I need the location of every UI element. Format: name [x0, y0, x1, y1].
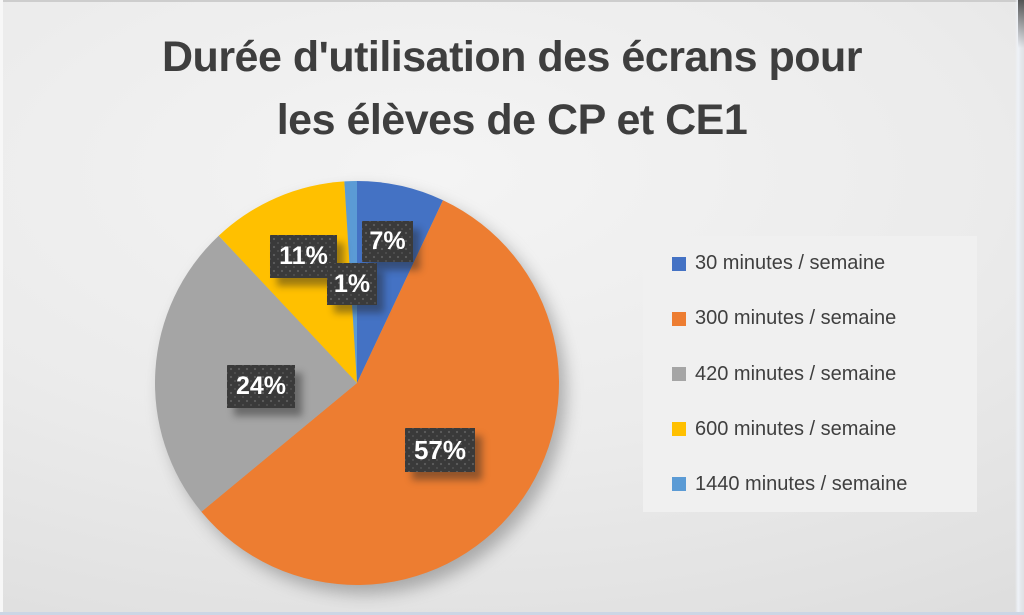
legend-item-1440min: 1440 minutes / semaine: [643, 457, 977, 512]
data-label-600min: 11%: [270, 235, 337, 278]
screen-edge-left: [0, 0, 3, 615]
screen-edge-top: [0, 0, 1024, 2]
pie-slice-300-minutes-semaine: [201, 200, 559, 585]
legend-label-600min: 600 minutes / semaine: [695, 417, 897, 440]
legend-swatch-420min-icon: [672, 367, 686, 381]
legend-label-420min: 420 minutes / semaine: [695, 362, 897, 385]
legend-swatch-600min-icon: [672, 422, 686, 437]
data-label-30min: 7%: [362, 221, 413, 262]
screen-corner-artifact: [1018, 0, 1024, 48]
screen-edge-right: [1015, 0, 1024, 615]
chart-legend: 30 minutes / semaine 300 minutes / semai…: [643, 236, 977, 512]
data-label-420min: 24%: [227, 365, 295, 408]
legend-label-300min: 300 minutes / semaine: [695, 307, 897, 330]
chart-title-line1: Durée d'utilisation des écrans pour: [162, 33, 863, 81]
pie-slice-600-minutes-semaine: [218, 181, 357, 383]
legend-label-1440min: 1440 minutes / semaine: [695, 472, 908, 495]
legend-item-420min: 420 minutes / semaine: [643, 346, 977, 401]
chart-title: Durée d'utilisation des écrans pour les …: [0, 26, 1024, 152]
legend-item-30min: 30 minutes / semaine: [643, 236, 977, 291]
legend-swatch-1440min-icon: [672, 477, 686, 492]
data-label-300min: 57%: [405, 428, 475, 472]
screen-edge-bottom: [0, 612, 1024, 615]
legend-swatch-30min-icon: [672, 256, 686, 271]
legend-label-30min: 30 minutes / semaine: [695, 252, 886, 275]
legend-item-600min: 600 minutes / semaine: [643, 402, 977, 457]
legend-item-300min: 300 minutes / semaine: [643, 291, 977, 346]
data-label-1440min: 1%: [327, 263, 377, 305]
chart-title-line2: les élèves de CP et CE1: [276, 96, 748, 144]
legend-swatch-300min-icon: [672, 311, 686, 326]
